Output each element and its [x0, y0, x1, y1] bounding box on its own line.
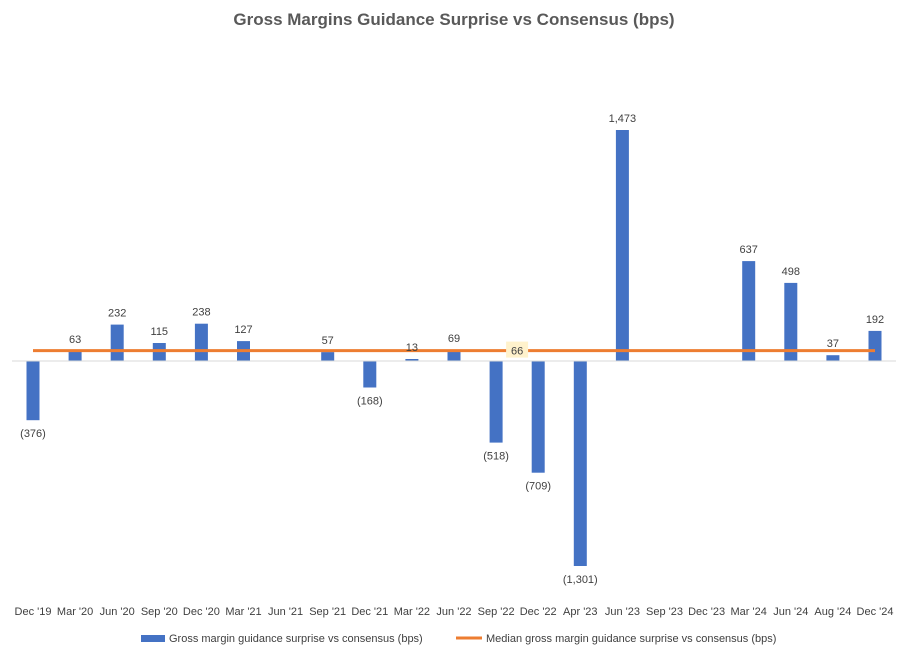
- x-tick-label: Dec '21: [351, 606, 388, 618]
- x-tick-label: Dec '20: [183, 606, 220, 618]
- bar: [742, 261, 756, 361]
- data-labels: (376) 63 232 115 238 127 57 (168) 13 69 (518) (709)…: [20, 113, 884, 586]
- x-tick-label: Jun '20: [100, 606, 135, 618]
- legend: Gross margin guidance surprise vs consen…: [141, 633, 776, 645]
- bar-data-label: 37: [827, 338, 839, 350]
- bar: [573, 361, 587, 566]
- x-tick-label: Dec '23: [688, 606, 725, 618]
- x-tick-label: Mar '22: [394, 606, 430, 618]
- x-tick-label: Mar '20: [57, 606, 93, 618]
- median-data-label: 66: [511, 346, 523, 358]
- bar: [489, 361, 503, 443]
- bar: [321, 352, 335, 361]
- bar-data-label: 115: [151, 326, 169, 338]
- bars-layer: [26, 130, 882, 566]
- bar-data-label: (518): [483, 451, 509, 463]
- x-tick-label: Jun '24: [773, 606, 808, 618]
- x-tick-label: Mar '24: [731, 606, 767, 618]
- bar: [868, 330, 882, 361]
- x-axis-ticks: Dec '19 Mar '20 Jun '20 Sep '20 Dec '20 Mar '…: [15, 606, 894, 618]
- x-tick-label: Dec '24: [857, 606, 894, 618]
- x-tick-label: Jun '21: [268, 606, 303, 618]
- median-layer: 66: [33, 341, 875, 358]
- bar: [68, 351, 82, 361]
- bar-data-label: (376): [20, 428, 46, 440]
- legend-label-bar: Gross margin guidance surprise vs consen…: [169, 633, 423, 645]
- x-tick-label: Sep '22: [478, 606, 515, 618]
- bar-data-label: (709): [525, 481, 551, 493]
- x-tick-label: Sep '20: [141, 606, 178, 618]
- bar-data-label: 13: [406, 342, 418, 354]
- x-tick-label: Mar '21: [225, 606, 261, 618]
- x-tick-label: Jun '22: [436, 606, 471, 618]
- bar: [26, 361, 40, 421]
- bar-data-label: 498: [782, 266, 800, 278]
- bar-data-label: 238: [192, 307, 210, 319]
- bar-data-label: 69: [448, 333, 460, 345]
- x-tick-label: Dec '19: [15, 606, 52, 618]
- bar: [615, 130, 629, 361]
- bar: [194, 323, 208, 361]
- x-tick-label: Sep '23: [646, 606, 683, 618]
- bar: [826, 355, 840, 361]
- bar: [531, 361, 545, 473]
- bar: [784, 282, 798, 361]
- bar-data-label: 57: [322, 335, 334, 347]
- x-tick-label: Apr '23: [563, 606, 598, 618]
- bar-data-label: (1,301): [563, 574, 598, 586]
- x-tick-label: Aug '24: [814, 606, 851, 618]
- bar: [447, 350, 461, 361]
- bar: [405, 359, 419, 361]
- bar-data-label: (168): [357, 396, 383, 408]
- bar-data-label: 637: [740, 244, 758, 256]
- median-label-box: [506, 341, 529, 358]
- legend-swatch-bar: [141, 635, 165, 642]
- bar-data-label: 63: [69, 334, 81, 346]
- bar-data-label: 127: [234, 324, 252, 336]
- x-tick-label: Sep '21: [309, 606, 346, 618]
- x-tick-label: Jun '23: [605, 606, 640, 618]
- chart-title: Gross Margins Guidance Surprise vs Conse…: [233, 10, 674, 29]
- bar: [110, 324, 124, 361]
- x-tick-label: Dec '22: [520, 606, 557, 618]
- bar-data-label: 192: [866, 314, 884, 326]
- legend-label-median: Median gross margin guidance surprise vs…: [486, 633, 776, 645]
- bar-data-label: 1,473: [609, 113, 637, 125]
- bar-data-label: 232: [108, 308, 126, 320]
- bar: [363, 361, 377, 388]
